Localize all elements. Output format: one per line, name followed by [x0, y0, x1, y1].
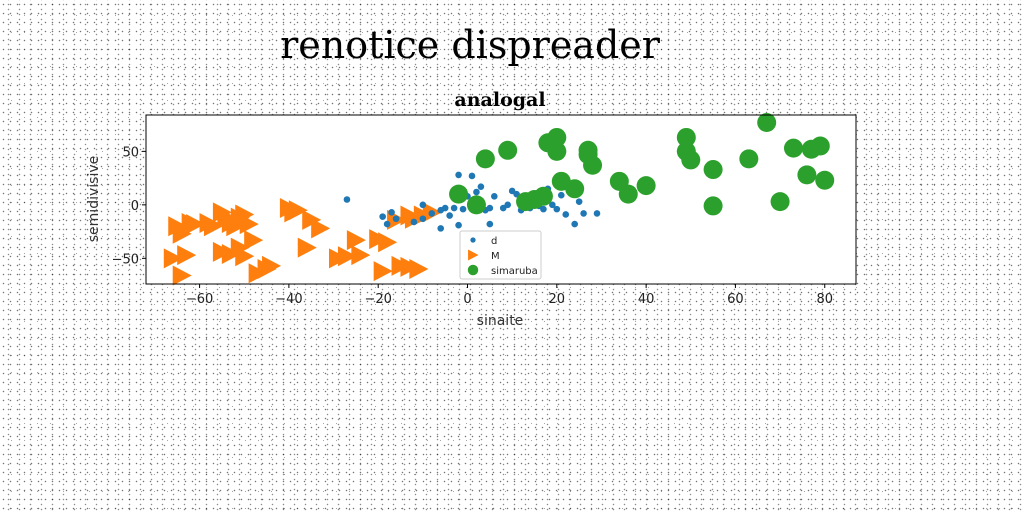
series-simaruba-point	[475, 149, 495, 169]
series-simaruba-point	[681, 150, 701, 170]
series-m-point	[203, 216, 223, 237]
series-m-point	[239, 214, 259, 235]
series-d-point	[571, 220, 578, 228]
legend-marker	[468, 249, 479, 261]
series-simaruba-point	[498, 140, 518, 160]
series-d-point	[446, 212, 453, 219]
series-d-point	[557, 191, 565, 199]
series-d-point	[562, 211, 570, 218]
series-m-point	[186, 214, 206, 235]
series-simaruba-point	[757, 112, 777, 132]
series-simaruba-point	[703, 196, 723, 216]
series-simaruba-point	[676, 127, 696, 147]
series-m-point	[351, 245, 371, 266]
series-m-point	[373, 261, 393, 282]
series-d-point	[419, 215, 427, 223]
series-m-point	[262, 255, 282, 276]
series-d-point	[428, 210, 436, 217]
series-d-point	[504, 201, 511, 209]
series-d-point	[437, 225, 445, 232]
series-simaruba-point	[547, 141, 567, 161]
series-m-point	[244, 230, 264, 251]
series-m-point	[172, 265, 192, 286]
x-axis-label: sinaite	[477, 313, 524, 329]
series-m-point	[297, 237, 317, 258]
legend-box	[459, 230, 542, 280]
series-d-point	[455, 221, 462, 229]
legend-marker	[470, 237, 476, 243]
y-tick-label: 50	[122, 145, 139, 160]
x-tick-label: 0	[463, 292, 471, 307]
x-tick-label: 20	[549, 292, 566, 307]
x-tick-label: −60	[186, 292, 213, 307]
plot-frame	[145, 114, 857, 285]
series-simaruba-point	[770, 192, 790, 212]
legend-marker	[467, 264, 479, 276]
series-simaruba-point	[533, 186, 553, 206]
series-d-point	[410, 218, 418, 226]
series-d-point	[419, 201, 427, 209]
series-d-point	[343, 196, 351, 203]
series-m-point	[409, 259, 429, 280]
series-simaruba-point	[466, 195, 486, 215]
y-axis-label: semidivisive	[86, 156, 102, 242]
series-d-point	[450, 204, 458, 212]
series-simaruba-point	[547, 127, 567, 147]
series-d-point	[455, 171, 462, 179]
series-simaruba-point	[783, 138, 803, 158]
series-m-point	[172, 223, 192, 244]
series-d-point	[549, 201, 556, 209]
series-d-point	[468, 172, 476, 180]
axis-ticks: −60 −40 −20 0 20 40 60 80 −50 0 50	[112, 145, 833, 307]
chart-title: analogal	[454, 89, 545, 111]
series-simaruba-point	[565, 179, 585, 199]
series-m-point	[337, 246, 357, 267]
series-d-point	[580, 210, 587, 217]
x-tick-label: 60	[727, 292, 744, 307]
series-d-point	[477, 183, 485, 190]
data-markers	[163, 112, 835, 286]
series-simaruba-point	[739, 149, 759, 169]
series-m-point	[163, 248, 183, 269]
series-d-point	[383, 220, 391, 228]
legend-label: simaruba	[491, 266, 538, 277]
y-tick-label: 0	[131, 199, 139, 214]
series-m-point	[288, 200, 308, 221]
series-m-point	[378, 232, 398, 253]
x-tick-label: −20	[364, 292, 391, 307]
x-tick-label: −40	[275, 292, 302, 307]
series-d-point	[491, 192, 498, 200]
legend-label: M	[491, 251, 500, 262]
series-simaruba-point	[815, 170, 835, 190]
figure-title: renotice dispreader	[280, 23, 661, 67]
series-m-point	[346, 230, 366, 251]
legend-label: d	[491, 236, 497, 247]
series-d-point	[388, 209, 395, 216]
series-simaruba-point	[797, 165, 817, 185]
series-simaruba-point	[703, 160, 723, 180]
series-m-point	[311, 218, 331, 239]
series-m-point	[177, 245, 197, 266]
series-d-point	[540, 205, 547, 213]
series-d-point	[459, 205, 467, 213]
x-tick-label: 40	[638, 292, 655, 307]
series-m-point	[235, 246, 255, 267]
series-d-point	[441, 204, 449, 212]
series-d-point	[553, 205, 561, 213]
x-tick-label: 80	[816, 292, 833, 307]
series-simaruba-point	[449, 184, 469, 204]
series-simaruba-point	[583, 155, 603, 175]
series-d-point	[593, 210, 601, 217]
series-simaruba-point	[618, 184, 638, 204]
series-simaruba-point	[636, 176, 656, 196]
series-d-point	[392, 215, 400, 223]
series-d-point	[486, 220, 494, 228]
series-d-point	[575, 198, 583, 205]
series-d-point	[379, 213, 386, 220]
series-d-point	[473, 188, 480, 196]
y-tick-label: −50	[112, 252, 139, 267]
series-simaruba-point	[810, 136, 830, 156]
